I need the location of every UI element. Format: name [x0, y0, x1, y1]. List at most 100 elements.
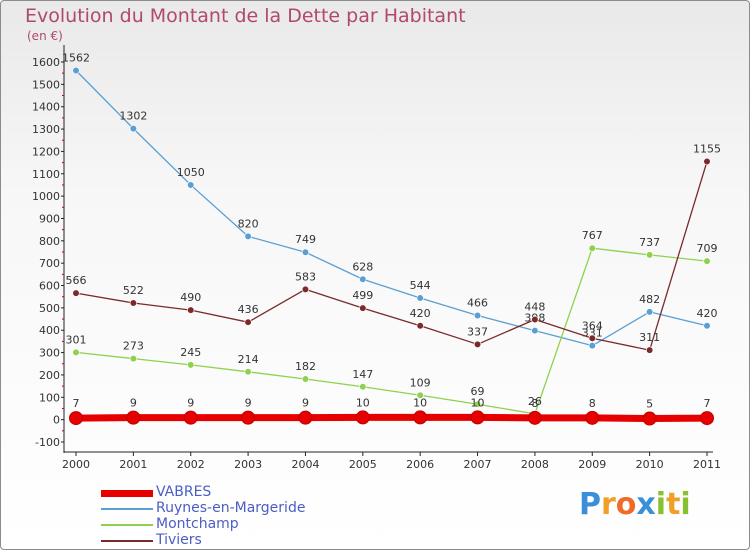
- data-label: 147: [352, 368, 373, 381]
- data-point: [646, 308, 654, 316]
- data-point: [473, 400, 482, 408]
- x-tick-label: 2004: [291, 458, 319, 471]
- data-point: [241, 410, 256, 425]
- data-label: 1562: [62, 51, 90, 64]
- data-point: [416, 391, 424, 399]
- series-line-vabres: [75, 413, 708, 423]
- data-label: 8: [589, 397, 596, 410]
- logo-letter: x: [636, 487, 656, 522]
- series-line-tiviers: [75, 161, 708, 351]
- data-label: 273: [123, 340, 144, 353]
- data-label: 182: [295, 360, 316, 373]
- data-label: 9: [130, 397, 137, 410]
- data-point: [301, 285, 310, 293]
- data-point: [129, 355, 137, 363]
- data-point: [588, 244, 596, 252]
- legend-swatch: [101, 489, 153, 497]
- y-tick-label: 500: [39, 302, 60, 315]
- chart-title: Evolution du Montant de la Dette par Hab…: [25, 5, 466, 27]
- x-tick-label: 2000: [62, 458, 90, 471]
- x-tick-label: 2003: [234, 458, 262, 471]
- legend-swatch: [101, 540, 153, 542]
- data-point: [72, 348, 80, 356]
- series-line-ruynes-en-margeride: [75, 70, 708, 347]
- data-point: [416, 322, 424, 330]
- data-label: 737: [639, 236, 660, 249]
- data-label: 436: [238, 303, 259, 316]
- logo-letter: P: [579, 487, 601, 522]
- data-point: [527, 410, 542, 425]
- data-label: 420: [697, 307, 718, 320]
- y-tick-label: 1400: [32, 101, 60, 114]
- data-label: 364: [582, 319, 603, 332]
- legend-swatch: [101, 508, 153, 510]
- y-tick-label: 800: [39, 235, 60, 248]
- data-label: 69: [471, 385, 485, 398]
- data-label: 499: [352, 289, 373, 302]
- data-point: [72, 66, 80, 75]
- y-tick-label: 1300: [32, 123, 60, 136]
- data-label: 5: [646, 398, 653, 411]
- data-label: 448: [524, 301, 545, 314]
- data-point: [69, 411, 83, 426]
- data-point: [646, 251, 654, 259]
- y-tick-label: 100: [39, 391, 60, 404]
- data-point: [187, 181, 195, 189]
- legend-swatch: [101, 524, 153, 526]
- y-tick-label: -100: [35, 436, 60, 449]
- chart-unit-label: (en €): [27, 29, 63, 43]
- logo-letter: t: [666, 487, 681, 522]
- data-label: 311: [639, 331, 660, 344]
- data-point: [126, 410, 141, 425]
- logo-letter: i: [655, 487, 667, 522]
- x-tick-label: 2001: [119, 458, 147, 471]
- y-tick-label: 0: [53, 414, 60, 427]
- data-label: 9: [245, 397, 252, 410]
- data-point: [244, 368, 252, 376]
- data-point: [703, 257, 711, 265]
- data-point: [72, 289, 80, 297]
- data-label: 10: [356, 396, 370, 409]
- data-label: 7: [73, 397, 80, 410]
- logo-letter: o: [615, 487, 637, 522]
- data-point: [244, 318, 252, 326]
- y-tick-label: 1500: [32, 78, 60, 91]
- data-point: [416, 294, 424, 302]
- data-label: 9: [302, 397, 309, 410]
- data-label: 301: [66, 333, 87, 346]
- data-point: [355, 410, 370, 425]
- data-label: 566: [66, 274, 87, 287]
- data-label: 767: [582, 229, 603, 242]
- data-label: 420: [410, 307, 431, 320]
- data-label: 544: [410, 279, 431, 292]
- series-line-montchamp: [75, 247, 708, 415]
- legend-label: VABRES: [156, 484, 212, 500]
- data-point: [588, 334, 596, 342]
- data-point: [298, 410, 313, 425]
- data-label: 109: [410, 376, 431, 389]
- data-label: 1050: [177, 166, 205, 179]
- y-tick-label: 1000: [32, 190, 60, 203]
- data-point: [473, 311, 482, 320]
- data-point: [129, 299, 137, 307]
- x-tick-label: 2007: [464, 458, 492, 471]
- legend-label: Ruynes-en-Margeride: [156, 500, 306, 516]
- data-label: 214: [238, 353, 259, 366]
- data-label: 1155: [693, 142, 721, 155]
- data-label: 583: [295, 270, 316, 283]
- data-point: [531, 315, 539, 324]
- data-label: 337: [467, 325, 488, 338]
- data-label: 10: [471, 396, 485, 409]
- logo-letter: i: [680, 487, 691, 522]
- logo-letter: r: [601, 487, 616, 522]
- data-point: [473, 340, 482, 348]
- y-tick-label: 700: [39, 257, 60, 270]
- data-label: 9: [187, 397, 194, 410]
- data-label: 709: [697, 242, 718, 255]
- data-point: [244, 232, 252, 240]
- data-point: [129, 125, 137, 133]
- data-point: [700, 411, 714, 426]
- legend-label: Montchamp: [156, 516, 239, 532]
